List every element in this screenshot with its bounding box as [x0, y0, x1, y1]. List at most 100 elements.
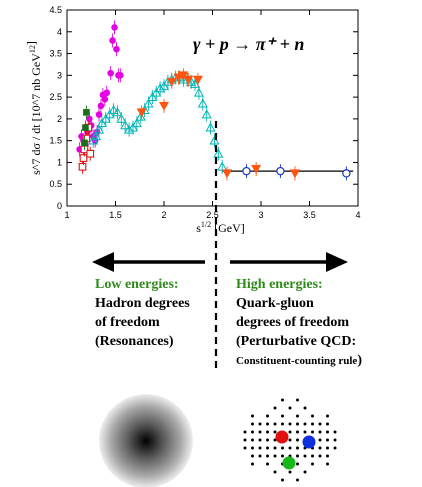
y-tick-label: 1 — [57, 157, 62, 167]
marker — [112, 107, 123, 117]
gluon-dot — [251, 430, 254, 434]
gluon-dot — [258, 438, 262, 442]
data-point — [201, 107, 212, 122]
gluon-dot — [296, 446, 299, 450]
left-line-3: (Resonances) — [95, 334, 174, 349]
data-point — [97, 98, 105, 113]
marker — [205, 122, 216, 132]
gluon-dot — [288, 438, 292, 442]
right-line-4: Constituent-counting rule) — [236, 351, 362, 371]
gluon-dot — [273, 470, 277, 474]
left-arrow — [92, 252, 205, 272]
marker — [107, 69, 114, 77]
right-arrow — [230, 252, 348, 272]
gluon-dot — [258, 430, 262, 434]
marker — [93, 124, 105, 134]
quark-gluon-icon — [243, 398, 337, 482]
high-energies-title: High energies: — [236, 277, 323, 292]
marker — [124, 124, 135, 134]
data-point — [81, 135, 88, 150]
gluon-dot — [326, 438, 329, 442]
left-line-2: of freedom — [95, 315, 160, 330]
data-point — [276, 164, 285, 179]
gluon-dot — [296, 462, 299, 466]
data-point — [127, 120, 139, 135]
gluon-dot — [266, 430, 269, 434]
marker — [158, 80, 170, 91]
gluon-dot — [243, 446, 247, 450]
gluon-dot — [296, 430, 299, 434]
y-tick-label: 0 — [57, 201, 62, 211]
gluon-dot — [303, 422, 307, 426]
data-point — [111, 20, 118, 35]
gluon-dot — [303, 470, 307, 474]
gluon-dot — [296, 422, 299, 426]
gluon-dot — [311, 414, 314, 418]
marker — [136, 108, 147, 118]
data-point — [112, 105, 123, 120]
marker — [135, 111, 146, 121]
y-tick-label: 0.5 — [49, 179, 62, 189]
gluon-dot — [281, 446, 284, 450]
marker — [95, 111, 103, 118]
data-point — [113, 42, 120, 57]
gluon-dot — [311, 462, 314, 466]
marker — [289, 169, 300, 179]
marker — [217, 161, 228, 171]
marker — [201, 109, 212, 119]
data-point — [117, 68, 124, 83]
data-point — [88, 133, 99, 148]
right-line-1: Quark-gluon — [236, 296, 314, 311]
data-point — [131, 116, 142, 131]
data-point — [109, 33, 116, 48]
marker — [113, 45, 120, 53]
gluon-dot — [311, 454, 314, 458]
marker — [213, 148, 224, 158]
gluon-dot — [296, 414, 299, 418]
gluon-dot — [326, 422, 329, 426]
y-tick-label: 1.5 — [49, 136, 62, 146]
green-quark-icon — [282, 456, 296, 470]
marker — [151, 87, 162, 97]
data-point — [183, 72, 194, 87]
data-point — [205, 120, 216, 135]
gluon-dot — [281, 414, 284, 418]
low-energies-title: Low energies: — [95, 277, 179, 292]
gluon-dot — [333, 438, 337, 442]
gluon-dot — [281, 454, 284, 458]
gluon-dot — [266, 462, 269, 466]
gluon-dot — [281, 422, 284, 426]
marker — [131, 118, 142, 128]
marker — [209, 135, 220, 145]
gluon-dot — [326, 414, 329, 418]
gluon-dot — [266, 454, 269, 458]
gluon-dot — [296, 438, 299, 442]
data-point — [242, 164, 251, 179]
counting-rule-text: Constituent-counting rule — [236, 355, 358, 367]
data-point — [342, 166, 351, 181]
y-tick-label: 4.5 — [49, 5, 62, 15]
x-tick-label: 4 — [355, 210, 360, 220]
gluon-dot — [273, 406, 277, 410]
data-point — [158, 79, 170, 94]
marker — [91, 131, 102, 141]
gluon-dot — [296, 478, 299, 482]
x-axis-label: s1/2 [GeV] — [196, 220, 245, 235]
marker — [183, 75, 194, 85]
marker — [83, 109, 90, 116]
marker — [103, 89, 111, 97]
gluon-dot — [288, 430, 292, 434]
gluon-dot — [288, 422, 292, 426]
gluon-dot — [266, 438, 269, 442]
data-point — [136, 105, 147, 120]
marker — [88, 135, 99, 145]
marker — [116, 113, 127, 123]
gluon-dot — [326, 454, 329, 458]
marker — [197, 98, 208, 108]
gluon-dot — [266, 422, 269, 426]
gluon-dot — [318, 446, 322, 450]
right-line-2: degrees of freedom — [236, 315, 349, 330]
hadron-blob-icon — [99, 394, 193, 487]
red-quark-icon — [275, 430, 289, 444]
marker — [79, 154, 88, 162]
